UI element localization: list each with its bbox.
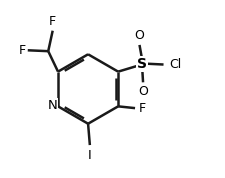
Text: F: F xyxy=(19,44,26,57)
Text: O: O xyxy=(137,85,147,98)
Text: F: F xyxy=(49,15,56,28)
Text: N: N xyxy=(47,99,57,112)
Text: I: I xyxy=(88,149,91,162)
Text: Cl: Cl xyxy=(168,58,180,71)
Text: F: F xyxy=(138,102,145,115)
Text: S: S xyxy=(137,57,146,71)
Text: O: O xyxy=(134,29,144,42)
